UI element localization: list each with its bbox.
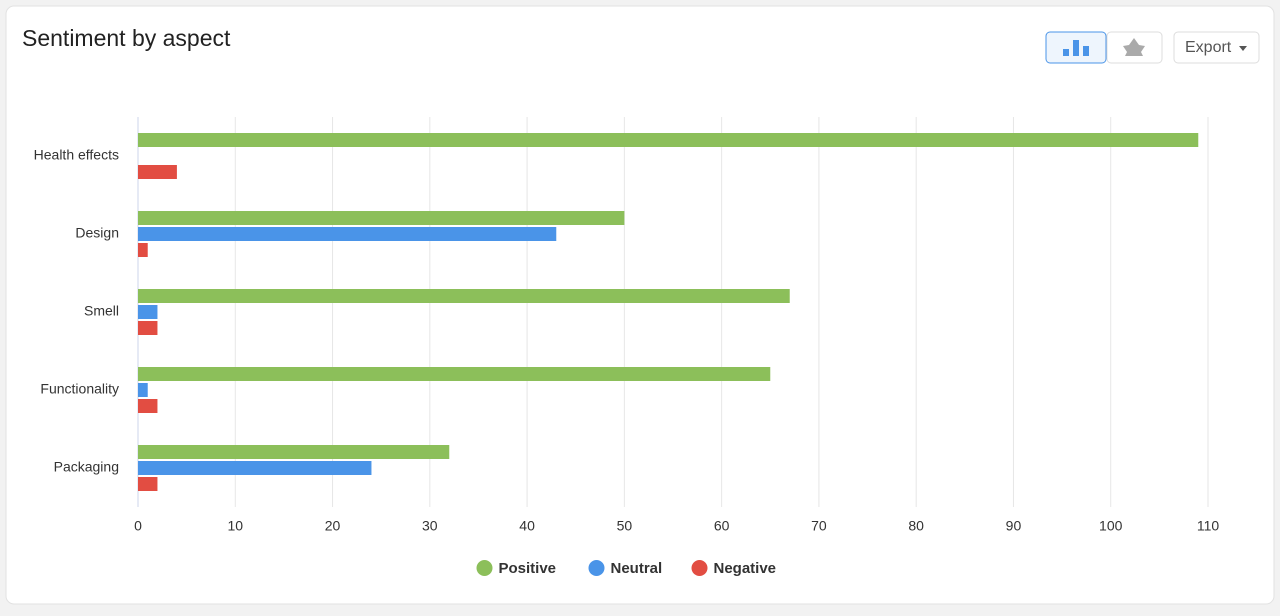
bar: [138, 477, 158, 491]
x-tick-label: 110: [1197, 518, 1220, 534]
x-tick-label: 40: [519, 518, 535, 534]
legend-marker: [476, 560, 493, 576]
y-tick-label: Design: [75, 225, 119, 241]
legend-marker: [588, 560, 605, 576]
bar: [138, 321, 158, 335]
bar: [138, 133, 1199, 147]
x-tick-label: 20: [325, 518, 341, 534]
icon: [1123, 38, 1145, 56]
bar: [138, 445, 450, 459]
export-label: Export: [1185, 39, 1232, 56]
bar: [138, 461, 372, 475]
bar: [138, 243, 148, 257]
bar: [138, 367, 771, 381]
y-tick-label: Packaging: [54, 459, 119, 475]
y-tick-label: Health effects: [34, 147, 119, 163]
chart-title: Sentiment by aspect: [22, 25, 231, 51]
x-tick-label: 0: [134, 518, 142, 534]
chart-type-buttons: Export: [1045, 31, 1260, 64]
x-tick-label: 60: [714, 518, 730, 534]
x-tick-label: 80: [908, 518, 924, 534]
x-tick-label: 100: [1099, 518, 1123, 534]
legend-marker: [691, 560, 708, 576]
legend-label: Neutral: [611, 560, 663, 577]
export-button[interactable]: [1173, 31, 1260, 64]
bar: [138, 289, 790, 303]
legend-label: Negative: [714, 560, 777, 577]
card: [5, 5, 1275, 605]
y-tick-label: Smell: [84, 303, 119, 319]
y-tick-label: Functionality: [40, 381, 119, 397]
bar: [138, 211, 625, 225]
bar: [138, 165, 177, 179]
legend-label: Positive: [499, 560, 557, 577]
bar: [138, 305, 158, 319]
x-tick-label: 10: [227, 518, 243, 534]
bar: [138, 399, 158, 413]
x-tick-label: 90: [1006, 518, 1022, 534]
x-tick-label: 30: [422, 518, 438, 534]
icon: [1073, 40, 1079, 56]
icon: [1063, 49, 1069, 56]
icon: [1239, 46, 1247, 51]
x-tick-label: 70: [811, 518, 827, 534]
x-tick-label: 50: [617, 518, 633, 534]
bar: [138, 383, 148, 397]
icon: [1083, 46, 1089, 56]
bar: [138, 227, 557, 241]
